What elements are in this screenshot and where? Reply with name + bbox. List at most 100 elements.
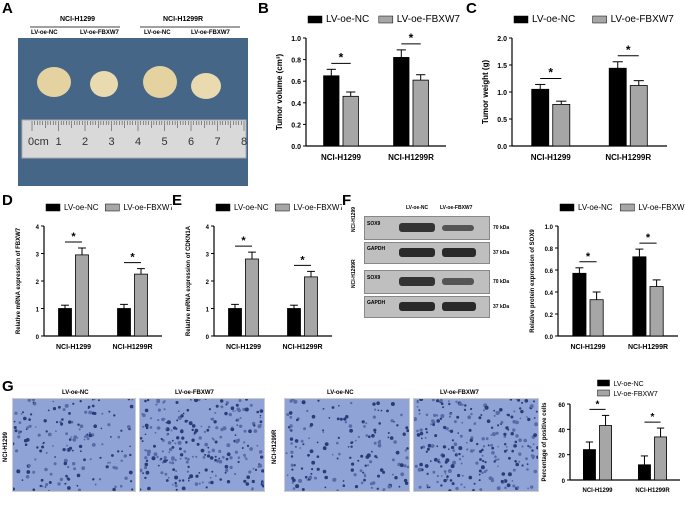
y-axis-label: Tumor weight (g) bbox=[481, 60, 490, 125]
ruler bbox=[21, 119, 247, 159]
legend-swatch-fbxw7 bbox=[597, 389, 610, 397]
legend-label-nc: LV-oe-NC bbox=[532, 14, 575, 25]
ruler-digit: 5 bbox=[162, 136, 168, 148]
legend-swatch-nc bbox=[513, 15, 529, 24]
legend-label-fbxw7: LV-oe-FBXW7 bbox=[638, 203, 685, 212]
tumor-3 bbox=[143, 66, 177, 98]
y-tick-label: 1.5 bbox=[497, 63, 507, 70]
bar-fbxw7 bbox=[654, 436, 668, 481]
legend-swatch-nc bbox=[597, 379, 610, 387]
bar-fbxw7 bbox=[599, 425, 613, 481]
tumor-2 bbox=[90, 71, 118, 97]
chart-f: 0.0 0.2 0.4 0.6 0.8 1.0 Relative protein expre… bbox=[530, 203, 685, 351]
bar-nc bbox=[228, 308, 242, 337]
ihc-row-2: NCI-H1299R bbox=[272, 429, 278, 464]
legend-swatch-nc bbox=[215, 203, 231, 212]
x-category-label: NCI-H1299 bbox=[582, 488, 613, 494]
ihc-image-h1299r-nc bbox=[284, 398, 410, 492]
panel-letter-c: C bbox=[466, 0, 477, 17]
y-tick-label: 40 bbox=[558, 428, 565, 434]
significance-star: * bbox=[548, 65, 553, 79]
bar-nc bbox=[323, 75, 340, 147]
y-tick-label: 0.0 bbox=[291, 144, 301, 151]
blot-bands bbox=[399, 223, 476, 311]
bar-nc bbox=[58, 308, 72, 337]
significance-star: * bbox=[339, 50, 344, 64]
blot-kda-3: 70 kDa bbox=[493, 279, 510, 285]
ruler-digit: 2 bbox=[82, 136, 88, 148]
y-tick-label: 0.2 bbox=[291, 122, 301, 129]
panel-a-cond-3: LV-oe-NC bbox=[144, 30, 171, 36]
ihc-col-1: LV-oe-NC bbox=[62, 390, 89, 396]
ihc-image-h1299r-fbxw7 bbox=[413, 398, 539, 492]
x-category-label: NCI-H1299R bbox=[635, 488, 670, 494]
bar-nc bbox=[393, 57, 410, 147]
x-category-label: NCI-H1299R bbox=[282, 344, 322, 351]
legend-swatch-fbxw7 bbox=[275, 203, 290, 212]
blot-header-nc: LV-oe-NC bbox=[406, 205, 429, 211]
y-tick-label: 1.0 bbox=[291, 36, 301, 43]
x-category-label: NCI-H1299R bbox=[112, 344, 152, 351]
legend-label-fbxw7: LV-oe-FBXW7 bbox=[397, 14, 461, 25]
bar-fbxw7 bbox=[412, 79, 429, 147]
tumor-4 bbox=[191, 73, 221, 99]
chart-e: 0 1 2 3 4 Relative mRNA expression of CDKN1A *… bbox=[186, 203, 342, 351]
y-tick-label: 0.2 bbox=[545, 313, 554, 319]
panel-a-cond-4: LV-oe-FBXW7 bbox=[191, 30, 230, 36]
blot-header-fbxw7: LV-oe-FBXW7 bbox=[440, 205, 473, 211]
bar-nc bbox=[572, 272, 587, 337]
legend-swatch-fbxw7 bbox=[105, 203, 120, 212]
panel-a-cond-1: LV-oe-NC bbox=[31, 30, 58, 36]
blot-kda-2: 37 kDa bbox=[493, 250, 510, 256]
blot-label-sox9-2: SOX9 bbox=[367, 275, 381, 281]
panel-a-cond-2: LV-oe-FBXW7 bbox=[80, 30, 119, 36]
significance-star: * bbox=[71, 231, 76, 243]
ihc-col-4: LV-oe-FBXW7 bbox=[440, 390, 479, 396]
legend-label-nc: LV-oe-NC bbox=[234, 203, 269, 212]
ruler-digit: 6 bbox=[188, 136, 194, 148]
legend-label-nc: LV-oe-NC bbox=[614, 381, 644, 388]
legend-label-nc: LV-oe-NC bbox=[326, 14, 369, 25]
panel-a-group-2: NCI-H1299R bbox=[163, 16, 204, 23]
y-tick-label: 1 bbox=[36, 308, 40, 314]
ruler-digit: 8 bbox=[241, 136, 247, 148]
y-tick-label: 60 bbox=[558, 403, 565, 409]
y-tick-label: 0 bbox=[36, 335, 40, 341]
legend-swatch-fbxw7 bbox=[592, 15, 607, 24]
y-axis-label: Tumor volume (cm³) bbox=[275, 54, 284, 131]
legend-swatch-nc bbox=[307, 15, 323, 24]
blot-label-gapdh-1: GAPDH bbox=[367, 246, 386, 252]
bar-fbxw7 bbox=[552, 104, 571, 147]
y-tick-label: 0 bbox=[562, 479, 566, 485]
ihc-image-h1299-fbxw7 bbox=[139, 398, 265, 492]
y-tick-label: 2 bbox=[206, 280, 210, 286]
y-tick-label: 1.0 bbox=[497, 90, 507, 97]
tumor-1 bbox=[37, 67, 71, 97]
y-tick-label: 0.8 bbox=[545, 247, 554, 253]
y-axis-label: Percentage of positive cells bbox=[542, 402, 548, 482]
panel-letter-e: E bbox=[172, 192, 183, 209]
y-tick-label: 1.0 bbox=[545, 225, 554, 231]
ruler-digit: 0cm bbox=[28, 136, 49, 148]
significance-star: * bbox=[586, 251, 591, 263]
panel-letter-a: A bbox=[2, 0, 13, 17]
y-tick-label: 4 bbox=[206, 225, 210, 231]
blot-label-sox9-1: SOX9 bbox=[367, 221, 381, 227]
bar-nc bbox=[638, 464, 651, 481]
bar-nc bbox=[531, 88, 550, 147]
bar-fbxw7 bbox=[589, 299, 604, 337]
blot-cell-1: NCI-H1299 bbox=[351, 206, 357, 232]
ihc-texture bbox=[140, 399, 264, 491]
legend-label-nc: LV-oe-NC bbox=[64, 203, 99, 212]
bar-fbxw7 bbox=[629, 85, 648, 147]
blot-kda-1: 70 kDa bbox=[493, 225, 510, 231]
y-tick-label: 0.6 bbox=[291, 79, 301, 86]
y-tick-label: 0.4 bbox=[545, 291, 554, 297]
bar-nc bbox=[608, 67, 627, 147]
y-tick-label: 2.0 bbox=[497, 36, 507, 43]
blot-kda-4: 37 kDa bbox=[493, 304, 510, 310]
y-tick-label: 3 bbox=[36, 253, 40, 259]
bar-fbxw7 bbox=[649, 286, 664, 337]
blot-cell-2: NCI-H1299R bbox=[351, 259, 357, 288]
y-tick-label: 0.0 bbox=[545, 335, 554, 341]
